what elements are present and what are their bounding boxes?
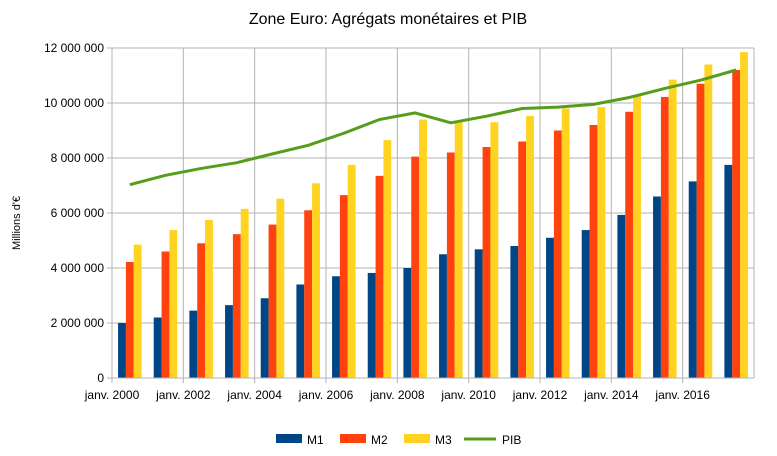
bar-m3 bbox=[704, 64, 713, 378]
x-tick-label: janv. 2012 bbox=[512, 388, 568, 402]
bar-m3 bbox=[597, 107, 606, 379]
bar-m2 bbox=[589, 125, 598, 378]
bar-m1 bbox=[403, 268, 412, 378]
bar-m1 bbox=[653, 196, 661, 378]
y-axis-label: Millions d'€ bbox=[11, 196, 23, 250]
x-tick-label: janv. 2016 bbox=[654, 388, 710, 402]
bar-m3 bbox=[419, 119, 427, 378]
bar-m3 bbox=[668, 79, 677, 379]
bar-m1 bbox=[367, 272, 376, 378]
bar-m1 bbox=[439, 254, 447, 378]
bar-m2 bbox=[161, 251, 170, 378]
grid-layer bbox=[111, 47, 755, 378]
legend-swatch-m2 bbox=[340, 434, 366, 443]
x-tick-label: janv. 2014 bbox=[583, 388, 639, 402]
bar-m3 bbox=[347, 164, 356, 379]
legend-label-m2: M2 bbox=[371, 433, 388, 447]
legend: M1 M2 M3 PIB bbox=[276, 433, 521, 447]
bar-m1 bbox=[617, 214, 626, 378]
line-pib bbox=[129, 68, 737, 187]
line-layer bbox=[129, 68, 737, 187]
bar-m3 bbox=[133, 244, 142, 379]
bar-m2 bbox=[125, 261, 134, 378]
bar-m2 bbox=[411, 156, 420, 378]
bar-m3 bbox=[526, 115, 534, 379]
x-tick-label: janv. 2004 bbox=[226, 388, 282, 402]
bar-m3 bbox=[240, 208, 249, 378]
legend-label-pib: PIB bbox=[502, 433, 521, 447]
bar-m2 bbox=[232, 234, 241, 378]
bar-m1 bbox=[118, 323, 126, 378]
x-tick-label: janv. 2010 bbox=[440, 388, 496, 402]
bar-m3 bbox=[490, 122, 499, 378]
bar-m1 bbox=[225, 305, 233, 379]
bar-m1 bbox=[510, 246, 519, 378]
x-tick-label: janv. 2002 bbox=[155, 388, 211, 402]
legend-swatch-m1 bbox=[276, 434, 302, 443]
bar-m1 bbox=[688, 181, 697, 379]
legend-swatch-m3 bbox=[404, 434, 430, 443]
bar-m2 bbox=[518, 141, 527, 378]
bar-m1 bbox=[296, 284, 305, 378]
bar-m1 bbox=[474, 249, 483, 378]
axis-layer: 0 2 000 000 4 000 000 6 000 000 8 000 000 10 … bbox=[44, 41, 754, 402]
legend-label-m3: M3 bbox=[435, 433, 452, 447]
bar-m1 bbox=[724, 164, 733, 379]
bar-m3 bbox=[276, 198, 285, 378]
bar-m2 bbox=[268, 224, 277, 378]
bar-m3 bbox=[454, 120, 463, 379]
bar-m2 bbox=[660, 96, 669, 378]
bar-m2 bbox=[482, 147, 491, 378]
x-tick-label: janv. 2006 bbox=[298, 388, 354, 402]
bar-m2 bbox=[375, 175, 384, 378]
y-tick-label: 8 000 000 bbox=[51, 151, 105, 165]
bar-m1 bbox=[546, 237, 554, 378]
bar-m1 bbox=[332, 276, 340, 378]
y-tick-label: 6 000 000 bbox=[51, 206, 105, 220]
bar-m3 bbox=[740, 52, 748, 379]
y-tick-label: 4 000 000 bbox=[51, 261, 105, 275]
bar-m1 bbox=[581, 230, 590, 378]
bar-m3 bbox=[169, 230, 178, 378]
y-tick-label: 2 000 000 bbox=[51, 316, 105, 330]
y-tick-label: 12 000 000 bbox=[44, 41, 104, 55]
legend-label-m1: M1 bbox=[307, 433, 324, 447]
bar-m2 bbox=[197, 243, 206, 378]
x-tick-label: janv. 2008 bbox=[369, 388, 425, 402]
bar-m3 bbox=[312, 183, 320, 378]
x-tick-label: janv. 2000 bbox=[84, 388, 140, 402]
bar-m3 bbox=[205, 219, 213, 379]
bar-m2 bbox=[446, 152, 455, 378]
bar-m3 bbox=[633, 94, 641, 378]
bar-m1 bbox=[260, 298, 269, 378]
bar-m3 bbox=[561, 108, 570, 378]
bar-m2 bbox=[732, 70, 741, 378]
y-tick-label: 0 bbox=[97, 371, 104, 385]
bar-m2 bbox=[625, 111, 634, 379]
bar-m2 bbox=[304, 210, 313, 378]
bar-m2 bbox=[339, 195, 348, 379]
y-tick-label: 10 000 000 bbox=[44, 96, 104, 110]
bar-m1 bbox=[189, 310, 198, 379]
bar-m2 bbox=[553, 130, 562, 378]
chart-title: Zone Euro: Agrégats monétaires et PIB bbox=[249, 11, 527, 28]
bars-layer bbox=[118, 52, 748, 379]
bar-m2 bbox=[696, 83, 705, 378]
bar-m3 bbox=[383, 140, 392, 379]
bar-m1 bbox=[153, 317, 162, 378]
